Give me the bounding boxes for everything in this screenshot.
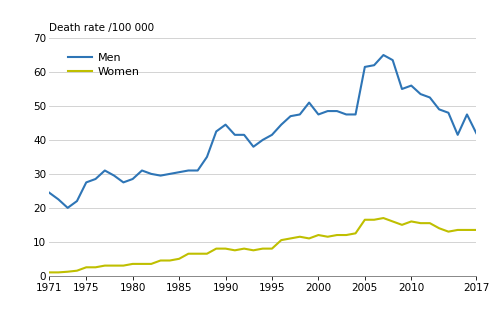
Women bbox=[148, 262, 154, 266]
Women bbox=[325, 235, 330, 239]
Women bbox=[93, 265, 99, 269]
Men bbox=[120, 180, 126, 184]
Men bbox=[399, 87, 405, 91]
Men bbox=[409, 84, 414, 87]
Women bbox=[74, 269, 80, 273]
Women bbox=[334, 233, 340, 237]
Women bbox=[464, 228, 470, 232]
Women bbox=[315, 233, 321, 237]
Men bbox=[195, 169, 201, 172]
Men bbox=[288, 114, 294, 118]
Men bbox=[204, 155, 210, 159]
Men bbox=[315, 113, 321, 116]
Women bbox=[130, 262, 136, 266]
Men bbox=[353, 113, 358, 116]
Men bbox=[111, 174, 117, 178]
Men bbox=[381, 53, 386, 57]
Men bbox=[445, 111, 451, 115]
Women bbox=[409, 220, 414, 223]
Men bbox=[139, 169, 145, 172]
Women bbox=[222, 247, 228, 250]
Men bbox=[334, 109, 340, 113]
Men bbox=[325, 109, 330, 113]
Men bbox=[130, 177, 136, 181]
Men bbox=[55, 197, 61, 201]
Women bbox=[176, 257, 182, 261]
Men bbox=[297, 113, 303, 116]
Women bbox=[83, 265, 89, 269]
Men bbox=[167, 172, 173, 176]
Women bbox=[306, 236, 312, 240]
Men bbox=[278, 123, 284, 126]
Women bbox=[213, 247, 219, 250]
Women bbox=[473, 228, 479, 232]
Women bbox=[362, 218, 368, 222]
Women bbox=[427, 221, 433, 225]
Women bbox=[269, 247, 275, 250]
Legend: Men, Women: Men, Women bbox=[63, 49, 144, 82]
Women bbox=[241, 247, 247, 250]
Men bbox=[260, 138, 266, 142]
Men bbox=[464, 113, 470, 116]
Women bbox=[46, 270, 52, 274]
Women bbox=[250, 249, 256, 252]
Women bbox=[111, 264, 117, 268]
Women bbox=[418, 221, 424, 225]
Line: Men: Men bbox=[49, 55, 476, 208]
Women bbox=[139, 262, 145, 266]
Women bbox=[297, 235, 303, 239]
Women bbox=[186, 252, 191, 256]
Men bbox=[74, 199, 80, 203]
Women bbox=[102, 264, 108, 268]
Men bbox=[158, 174, 164, 178]
Women bbox=[390, 220, 396, 223]
Women bbox=[120, 264, 126, 268]
Men bbox=[65, 206, 71, 210]
Women bbox=[436, 226, 442, 230]
Men bbox=[362, 65, 368, 69]
Women bbox=[343, 233, 349, 237]
Women bbox=[55, 270, 61, 274]
Men bbox=[102, 169, 108, 172]
Men bbox=[473, 131, 479, 135]
Women bbox=[204, 252, 210, 256]
Men bbox=[83, 180, 89, 184]
Women bbox=[371, 218, 377, 222]
Men bbox=[93, 177, 99, 181]
Women bbox=[260, 247, 266, 250]
Women bbox=[445, 230, 451, 234]
Men bbox=[371, 63, 377, 67]
Men bbox=[418, 92, 424, 96]
Women bbox=[288, 236, 294, 240]
Men bbox=[343, 113, 349, 116]
Men bbox=[232, 133, 238, 137]
Men bbox=[148, 172, 154, 176]
Text: Death rate /100 000: Death rate /100 000 bbox=[49, 23, 154, 33]
Men bbox=[213, 130, 219, 133]
Women bbox=[65, 270, 71, 274]
Men bbox=[176, 170, 182, 174]
Women bbox=[195, 252, 201, 256]
Line: Women: Women bbox=[49, 218, 476, 272]
Men bbox=[269, 133, 275, 137]
Men bbox=[186, 169, 191, 172]
Women bbox=[353, 231, 358, 235]
Men bbox=[250, 145, 256, 149]
Women bbox=[158, 259, 164, 262]
Men bbox=[427, 96, 433, 100]
Women bbox=[167, 259, 173, 262]
Men bbox=[241, 133, 247, 137]
Women bbox=[381, 216, 386, 220]
Women bbox=[399, 223, 405, 227]
Women bbox=[278, 238, 284, 242]
Men bbox=[222, 123, 228, 126]
Women bbox=[455, 228, 461, 232]
Men bbox=[455, 133, 461, 137]
Women bbox=[232, 249, 238, 252]
Men bbox=[306, 101, 312, 105]
Men bbox=[46, 191, 52, 195]
Men bbox=[436, 107, 442, 111]
Men bbox=[390, 58, 396, 62]
